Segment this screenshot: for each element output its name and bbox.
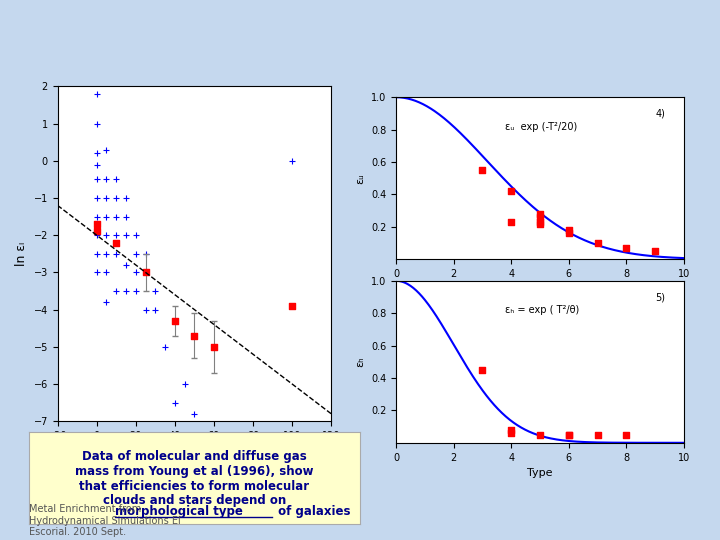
Point [130,287,142,295]
Point [91,268,102,276]
Point [130,231,142,240]
Point [110,212,122,221]
Point [621,430,632,439]
Point [91,175,102,184]
Point [101,212,112,221]
Point [563,226,575,234]
Text: 4): 4) [655,109,665,119]
Text: Metal Enrichment from
Hydrodynamical Simulations El
Escorial. 2010 Sept.: Metal Enrichment from Hydrodynamical Sim… [29,504,181,537]
Point [101,231,112,240]
Point [563,430,575,439]
Text: Data of molecular and diffuse gas: Data of molecular and diffuse gas [82,450,307,463]
Point [91,212,102,221]
Point [110,287,122,295]
Point [505,218,517,226]
Point [91,231,102,240]
Point [505,429,517,437]
Point [120,287,132,295]
Point [140,268,151,276]
Text: mass from Young et al (1996), show: mass from Young et al (1996), show [75,465,314,478]
Point [150,287,161,295]
Point [189,332,200,340]
Point [91,160,102,169]
Point [91,90,102,98]
Y-axis label: εₕ: εₕ [356,356,365,367]
Point [120,261,132,269]
Point [91,119,102,128]
Point [120,194,132,202]
Point [563,229,575,238]
Y-axis label: ln εₗ: ln εₗ [15,242,28,266]
X-axis label: T²: T² [188,447,201,460]
Point [287,301,298,310]
Point [91,227,102,236]
Point [169,399,181,407]
Point [101,145,112,154]
Point [130,249,142,258]
Point [505,426,517,434]
Point [110,175,122,184]
Text: 5): 5) [655,292,665,302]
Point [477,366,488,374]
Point [534,213,546,221]
X-axis label: Type: Type [527,468,553,478]
Point [534,218,546,226]
Point [563,430,575,439]
Point [110,231,122,240]
Point [534,430,546,439]
Point [140,268,151,276]
Point [101,194,112,202]
Point [101,268,112,276]
Point [91,149,102,158]
Point [101,298,112,307]
Point [621,244,632,252]
Point [477,166,488,174]
Point [110,249,122,258]
Point [189,409,200,418]
Point [592,239,603,247]
Text: εᵤ  exp (-T²/20): εᵤ exp (-T²/20) [505,122,577,132]
Text: morphological type: morphological type [115,505,243,518]
Point [91,249,102,258]
Text: clouds and stars depend on: clouds and stars depend on [103,495,286,508]
Point [649,247,661,255]
Point [101,175,112,184]
Point [110,238,122,247]
Point [534,219,546,228]
Point [91,220,102,228]
Point [505,187,517,195]
Point [101,249,112,258]
Point [159,342,171,351]
Text: that efficiencies to form molecular: that efficiencies to form molecular [79,480,310,492]
Point [179,380,190,388]
Point [120,212,132,221]
Point [91,194,102,202]
Point [150,305,161,314]
Point [140,249,151,258]
Y-axis label: εᵤ: εᵤ [356,173,365,184]
Point [287,157,298,165]
Point [110,194,122,202]
Text: εₕ = exp ( T²/θ): εₕ = exp ( T²/θ) [505,305,580,315]
Point [208,342,220,351]
Point [140,305,151,314]
Point [592,430,603,439]
Point [534,210,546,218]
Point [169,316,181,325]
Text: of galaxies: of galaxies [274,505,351,518]
Point [130,268,142,276]
Point [120,231,132,240]
